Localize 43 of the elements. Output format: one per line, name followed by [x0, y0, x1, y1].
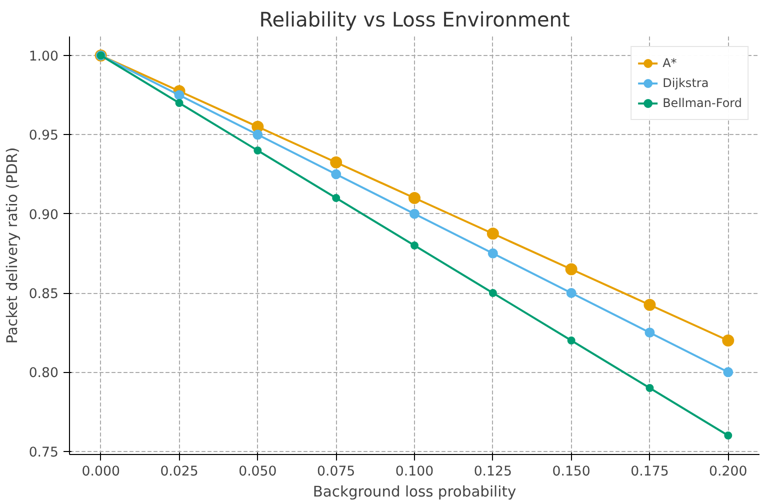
x-tick-label: 0.200 — [709, 464, 748, 480]
x-tick-label: 0.075 — [317, 464, 356, 480]
legend-label: Dijkstra — [662, 76, 709, 90]
point — [644, 328, 655, 338]
x-tick-label: 0.100 — [395, 464, 434, 480]
point — [254, 146, 262, 154]
y-tick-label: 0.85 — [28, 287, 59, 302]
x-tick-label: 0.150 — [552, 464, 590, 480]
chart-title: Reliability vs Loss Environment — [259, 8, 570, 32]
point — [723, 367, 734, 378]
point — [410, 242, 418, 250]
point — [331, 169, 342, 180]
point — [332, 194, 340, 202]
y-tick-label: 0.90 — [28, 208, 59, 223]
point — [644, 298, 656, 311]
x-tick-label: 0.125 — [474, 464, 512, 480]
point — [488, 248, 498, 258]
point — [724, 432, 732, 440]
x-tick-label: 0.000 — [82, 464, 120, 480]
point — [174, 90, 184, 100]
point — [408, 192, 420, 204]
y-tick-label: 0.95 — [28, 128, 59, 144]
point — [252, 130, 263, 140]
y-axis-title: Packet delivery ratio (PDR) — [4, 147, 21, 344]
point — [330, 156, 342, 168]
point — [566, 288, 576, 298]
point — [567, 336, 576, 344]
y-tick-label: 0.75 — [28, 445, 59, 460]
x-tick-label: 0.050 — [238, 464, 277, 480]
x-axis-title: Background loss probability — [312, 484, 516, 500]
legend-label: Bellman-Ford — [662, 96, 742, 110]
legend-label: A* — [662, 56, 678, 70]
point — [646, 384, 654, 392]
point — [175, 99, 184, 107]
x-tick-label: 0.025 — [160, 464, 198, 480]
point — [488, 289, 497, 297]
y-tick-label: 0.80 — [28, 366, 59, 382]
y-tick-label: 1.00 — [28, 50, 59, 64]
point — [722, 334, 734, 346]
point — [565, 263, 578, 276]
point — [486, 228, 499, 240]
point — [410, 208, 420, 219]
x-tick-label: 0.175 — [630, 464, 669, 480]
